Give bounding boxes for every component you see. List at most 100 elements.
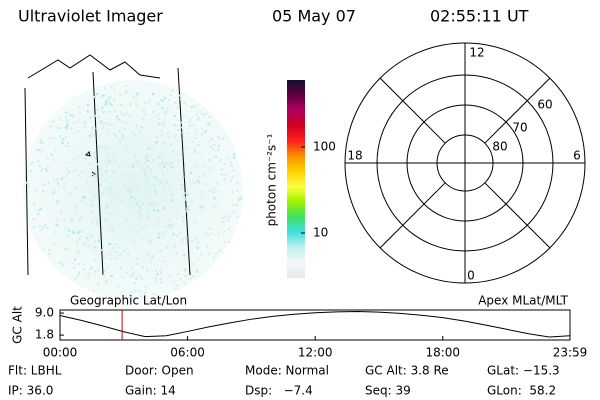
speckle	[180, 150, 183, 153]
speckle	[98, 121, 101, 124]
speckle	[52, 137, 55, 140]
speckle	[42, 167, 45, 170]
speckle	[209, 167, 212, 170]
speckle	[144, 101, 147, 104]
speckle	[91, 234, 94, 237]
speckle	[78, 106, 81, 109]
speckle	[195, 113, 198, 116]
mlt-label: 0	[467, 269, 475, 283]
speckle	[66, 125, 69, 128]
speckle	[201, 127, 204, 130]
speckle	[122, 136, 125, 139]
speckle	[181, 131, 184, 134]
speckle	[229, 179, 232, 182]
speckle	[193, 148, 196, 151]
speckle	[125, 272, 128, 275]
speckle	[194, 105, 197, 108]
speckle	[226, 156, 229, 159]
speckle	[166, 246, 169, 249]
speckle	[182, 195, 185, 198]
speckle	[238, 199, 241, 202]
instrument: Ultraviolet Imager	[18, 7, 163, 26]
speckle	[119, 94, 122, 97]
speckle	[68, 192, 71, 195]
speckle	[46, 157, 49, 160]
info-field: IP: 36.0	[8, 384, 53, 398]
speckle	[146, 181, 149, 184]
speckle	[197, 118, 200, 121]
speckle	[185, 236, 188, 239]
speckle	[175, 253, 178, 256]
speckle	[218, 160, 221, 163]
speckle	[158, 123, 161, 126]
speckle	[44, 168, 47, 171]
speckle	[171, 199, 174, 202]
speckle	[168, 163, 171, 166]
mlt-line	[484, 182, 551, 249]
speckle	[143, 143, 146, 146]
speckle	[93, 245, 96, 248]
speckle	[131, 266, 134, 269]
speckle	[67, 145, 70, 148]
speckle	[61, 264, 64, 267]
speckle	[42, 190, 45, 193]
speckle	[41, 141, 44, 144]
speckle	[108, 110, 111, 113]
speckle	[146, 159, 149, 162]
speckle	[63, 182, 66, 185]
speckle	[39, 138, 42, 141]
speckle	[134, 134, 137, 137]
plot-title-left: Geographic Lat/Lon	[70, 294, 187, 308]
speckle	[65, 161, 68, 164]
speckle	[206, 245, 209, 248]
speckle	[37, 160, 40, 163]
speckle	[90, 266, 93, 269]
speckle	[181, 241, 184, 244]
speckle	[98, 116, 101, 119]
speckle	[120, 104, 123, 107]
speckle	[101, 106, 104, 109]
speckle	[184, 274, 187, 277]
speckle	[76, 240, 79, 243]
speckle	[217, 137, 220, 140]
speckle	[123, 127, 126, 130]
speckle	[176, 273, 179, 276]
speckle	[157, 232, 160, 235]
speckle	[136, 257, 139, 260]
speckle	[195, 269, 198, 272]
speckle	[216, 156, 219, 159]
speckle	[192, 274, 195, 277]
mlt-line	[379, 182, 446, 249]
speckle	[181, 238, 184, 241]
speckle	[107, 153, 110, 156]
speckle	[140, 295, 143, 298]
speckle	[117, 246, 120, 249]
speckle	[90, 210, 93, 213]
speckle	[161, 108, 164, 111]
info-field: Mode: Normal	[245, 364, 329, 378]
speckle	[94, 95, 97, 98]
speckle	[177, 161, 180, 164]
speckle	[112, 226, 115, 229]
speckle	[141, 126, 144, 129]
speckle	[210, 146, 213, 149]
speckle	[91, 126, 94, 129]
speckle	[163, 142, 166, 145]
speckle	[163, 119, 166, 122]
mlt-label: 18	[347, 149, 362, 163]
speckle	[198, 175, 201, 178]
speckle	[183, 267, 186, 270]
speckle	[83, 196, 86, 199]
speckle	[163, 97, 166, 100]
speckle	[114, 160, 117, 163]
speckle	[217, 233, 220, 236]
speckle	[181, 184, 184, 187]
speckle	[147, 147, 150, 150]
speckle	[195, 182, 198, 185]
speckle	[132, 241, 135, 244]
speckle	[38, 164, 41, 167]
speckle	[170, 162, 173, 165]
speckle	[179, 98, 182, 101]
speckle	[129, 190, 132, 193]
speckle	[199, 110, 202, 113]
